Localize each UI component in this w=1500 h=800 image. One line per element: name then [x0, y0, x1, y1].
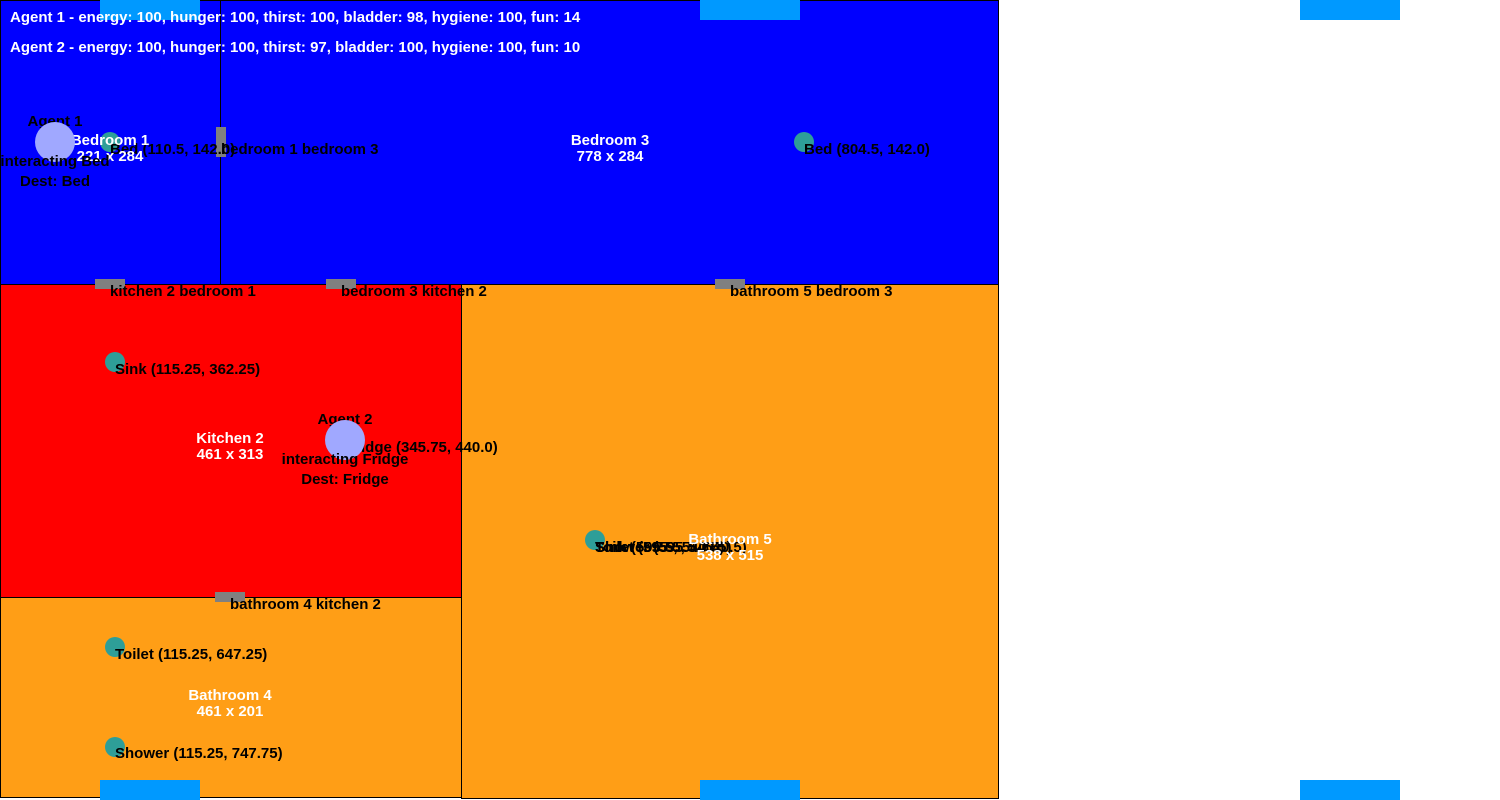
room-size: 778 x 284 [576, 148, 644, 165]
agent-1-status: Agent 1 - energy: 100, hunger: 100, thir… [10, 9, 581, 26]
room-bathroom-5 [461, 284, 999, 799]
agent-2-status: Agent 2 - energy: 100, hunger: 100, thir… [10, 39, 581, 56]
spawn-marker [1300, 780, 1400, 800]
agent-destination: Dest: Bed [19, 173, 91, 190]
sink-icon[interactable] [105, 352, 125, 372]
door-label-bathroom4-kitchen2: bathroom 4 kitchen 2 [230, 596, 381, 613]
room-name: Bathroom 4 [188, 687, 272, 704]
door-label-bathroom5-bedroom3: bathroom 5 bedroom 3 [730, 283, 893, 300]
room-name: Bedroom 1 [70, 132, 150, 149]
object-label-sink-bathroom-5: Sink (595.5, 540.5) [595, 539, 725, 556]
room-label-bathroom-5: Bathroom 5 538 x 515 [688, 532, 771, 564]
bed-icon[interactable] [100, 132, 120, 152]
spawn-marker [100, 0, 200, 20]
door-label-bedroom3-kitchen2: bedroom 3 kitchen 2 [341, 283, 487, 300]
room-size: 461 x 201 [196, 703, 264, 720]
toilet-icon[interactable] [105, 637, 125, 657]
bed-icon[interactable] [794, 132, 814, 152]
door-marker [95, 279, 125, 289]
room-label-bedroom-1: Bedroom 1 221 x 284 [71, 133, 149, 165]
object-label-shower: Shower (115.25, 747.75) [115, 745, 283, 762]
room-label-bathroom-4: Bathroom 4 461 x 201 [188, 688, 271, 720]
door-marker [715, 279, 745, 289]
object-label-toilet: Toilet (115.25, 647.25) [115, 646, 268, 663]
room-label-bedroom-3: Bedroom 3 778 x 284 [571, 133, 649, 165]
spawn-marker [100, 780, 200, 800]
room-name: Bathroom 5 [688, 531, 772, 548]
agent-action: interacting Fridge [281, 451, 409, 468]
door-marker [216, 127, 226, 157]
door-marker [326, 279, 356, 289]
door-label-bedroom1-bedroom3: bedroom 1 bedroom 3 [221, 141, 379, 158]
object-label-bed: Bed (804.5, 142.0) [804, 141, 930, 158]
door-marker [215, 592, 245, 602]
room-size: 461 x 313 [196, 446, 264, 463]
bathroom-5-fixtures-icon[interactable] [585, 530, 605, 550]
door-label-kitchen2-bedroom1: kitchen 2 bedroom 1 [110, 283, 256, 300]
spawn-marker [700, 0, 800, 20]
room-name: Kitchen 2 [196, 430, 264, 447]
agent-2-avatar[interactable] [325, 420, 365, 460]
room-bedroom-3 [220, 0, 999, 285]
object-label-shower-bathroom-5: Shower (595.5, 540.5) [595, 539, 747, 556]
room-name: Bedroom 3 [570, 132, 650, 149]
spawn-marker [1300, 0, 1400, 20]
agent-1-avatar[interactable] [35, 122, 75, 162]
room-label-kitchen-2: Kitchen 2 461 x 313 [196, 431, 264, 463]
object-label-sink: Sink (115.25, 362.25) [115, 361, 261, 378]
agent-action: interacting Bed [0, 153, 110, 170]
shower-icon[interactable] [105, 737, 125, 757]
object-label-bed: Bed (110.5, 142.0) [110, 141, 236, 158]
object-label-toilet-bathroom-5: Toilet (595.5, 540.5) [595, 539, 732, 556]
room-size: 221 x 284 [76, 148, 144, 165]
room-bathroom-4 [0, 597, 462, 798]
agent-destination: Dest: Fridge [301, 471, 389, 488]
room-size: 538 x 515 [696, 547, 764, 564]
object-label-fridge: Fridge (345.75, 440.0) [346, 439, 498, 456]
spawn-marker [700, 780, 800, 800]
